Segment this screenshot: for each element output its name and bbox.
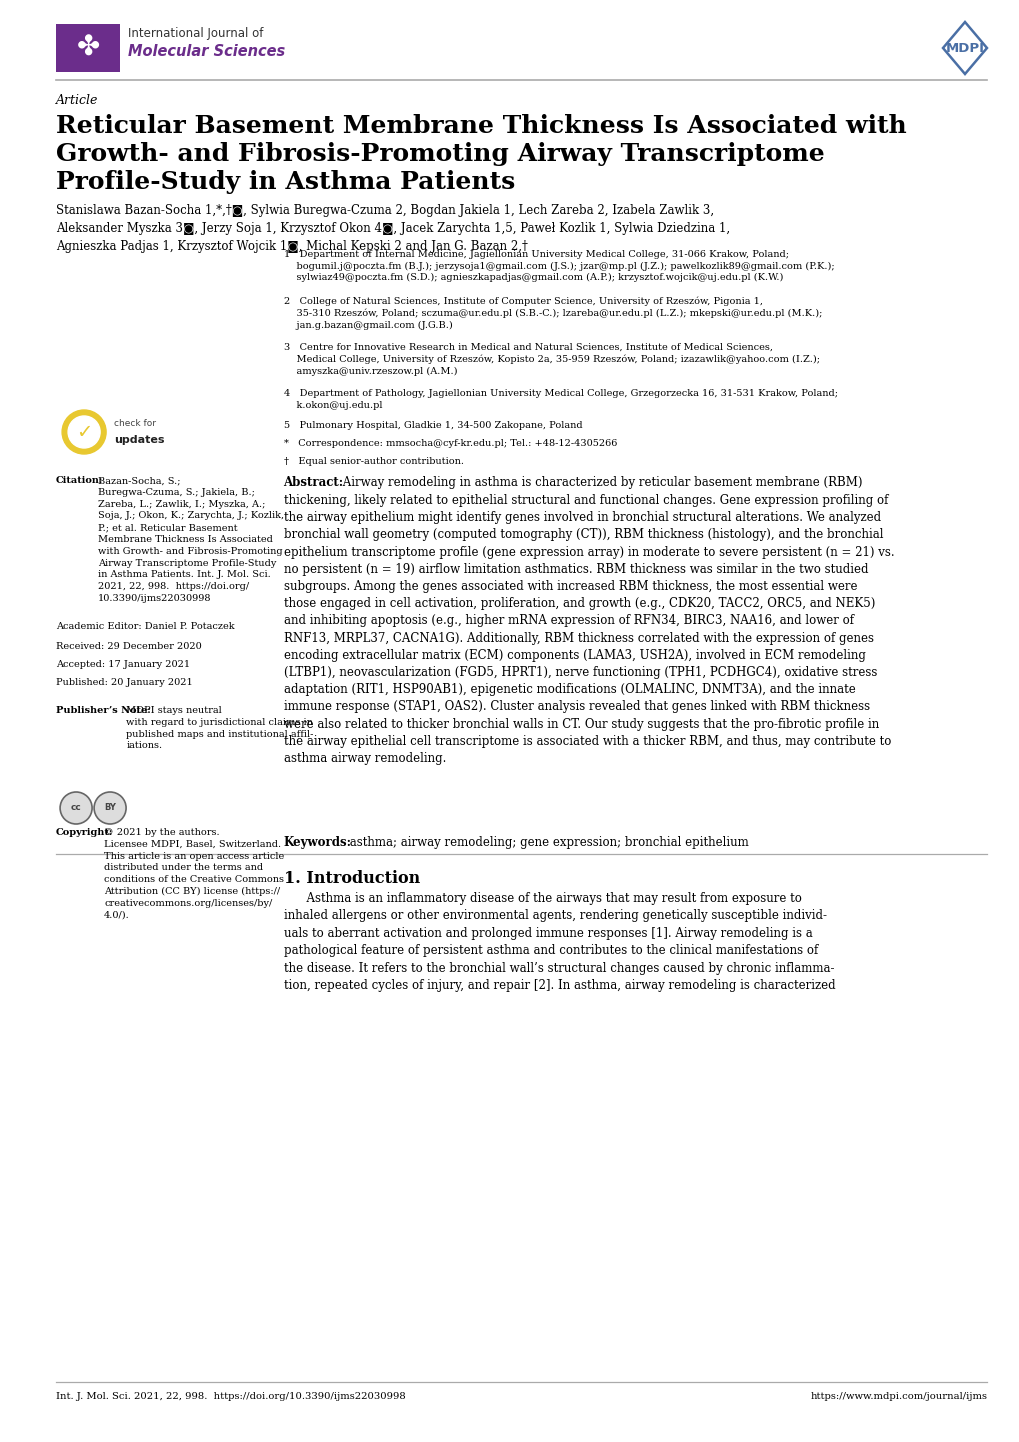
Text: Article: Article (56, 94, 99, 107)
Text: https://www.mdpi.com/journal/ijms: https://www.mdpi.com/journal/ijms (809, 1392, 986, 1402)
Text: Airway remodeling in asthma is characterized by reticular basement membrane (RBM: Airway remodeling in asthma is character… (338, 476, 861, 489)
Text: Citation:: Citation: (56, 476, 103, 485)
FancyBboxPatch shape (56, 25, 120, 72)
Text: Reticular Basement Membrane Thickness Is Associated with
Growth- and Fibrosis-Pr: Reticular Basement Membrane Thickness Is… (56, 114, 906, 195)
Text: Asthma is an inflammatory disease of the airways that may result from exposure t: Asthma is an inflammatory disease of the… (283, 893, 835, 992)
Text: thickening, likely related to epithelial structural and functional changes. Gene: thickening, likely related to epithelial… (283, 495, 894, 766)
Text: cc: cc (70, 803, 82, 812)
Circle shape (60, 792, 92, 823)
Text: Int. J. Mol. Sci. 2021, 22, 998.  https://doi.org/10.3390/ijms22030998: Int. J. Mol. Sci. 2021, 22, 998. https:/… (56, 1392, 406, 1402)
Text: Bazan-Socha, S.;
Buregwa-Czuma, S.; Jakiela, B.;
Zareba, L.; Zawlik, I.; Myszka,: Bazan-Socha, S.; Buregwa-Czuma, S.; Jaki… (98, 476, 284, 603)
Text: 5   Pulmonary Hospital, Gladkie 1, 34-500 Zakopane, Poland: 5 Pulmonary Hospital, Gladkie 1, 34-500 … (283, 421, 582, 431)
Text: Stanislawa Bazan-Socha 1,*,†◙, Sylwia Buregwa-Czuma 2, Bogdan Jakiela 1, Lech Za: Stanislawa Bazan-Socha 1,*,†◙, Sylwia Bu… (56, 203, 730, 252)
Text: *   Correspondence: mmsocha@cyf-kr.edu.pl; Tel.: +48-12-4305266: * Correspondence: mmsocha@cyf-kr.edu.pl;… (283, 438, 616, 448)
Text: Molecular Sciences: Molecular Sciences (128, 45, 285, 59)
Text: 4   Department of Pathology, Jagiellonian University Medical College, Grzegorzec: 4 Department of Pathology, Jagiellonian … (283, 389, 837, 410)
Circle shape (68, 415, 100, 448)
Text: 3   Centre for Innovative Research in Medical and Natural Sciences, Institute of: 3 Centre for Innovative Research in Medi… (283, 343, 818, 376)
Text: International Journal of: International Journal of (128, 27, 263, 40)
Text: Accepted: 17 January 2021: Accepted: 17 January 2021 (56, 660, 190, 669)
Text: 1. Introduction: 1. Introduction (283, 870, 420, 887)
Text: Published: 20 January 2021: Published: 20 January 2021 (56, 678, 193, 686)
Text: © 2021 by the authors.
Licensee MDPI, Basel, Switzerland.
This article is an ope: © 2021 by the authors. Licensee MDPI, Ba… (104, 828, 284, 920)
Text: Keywords:: Keywords: (283, 836, 352, 849)
Text: updates: updates (114, 435, 164, 446)
Text: check for: check for (114, 420, 156, 428)
Circle shape (62, 410, 106, 454)
Circle shape (94, 792, 126, 823)
Text: Received: 29 December 2020: Received: 29 December 2020 (56, 642, 202, 650)
Text: Copyright:: Copyright: (56, 828, 113, 836)
Text: MDPI stays neutral
with regard to jurisdictional claims in
published maps and in: MDPI stays neutral with regard to jurisd… (126, 707, 313, 750)
Text: †   Equal senior-author contribution.: † Equal senior-author contribution. (283, 457, 463, 466)
Text: Abstract:: Abstract: (283, 476, 343, 489)
Text: 2   College of Natural Sciences, Institute of Computer Science, University of Rz: 2 College of Natural Sciences, Institute… (283, 297, 821, 330)
Text: 1   Department of Internal Medicine, Jagiellonian University Medical College, 31: 1 Department of Internal Medicine, Jagie… (283, 249, 834, 283)
Text: ✤: ✤ (76, 35, 100, 62)
Text: MDPI: MDPI (945, 42, 983, 55)
Text: ✓: ✓ (75, 423, 92, 441)
Text: Publisher’s Note:: Publisher’s Note: (56, 707, 151, 715)
Text: BY: BY (104, 803, 116, 812)
Text: asthma; airway remodeling; gene expression; bronchial epithelium: asthma; airway remodeling; gene expressi… (345, 836, 748, 849)
Text: Academic Editor: Daniel P. Potaczek: Academic Editor: Daniel P. Potaczek (56, 622, 234, 632)
